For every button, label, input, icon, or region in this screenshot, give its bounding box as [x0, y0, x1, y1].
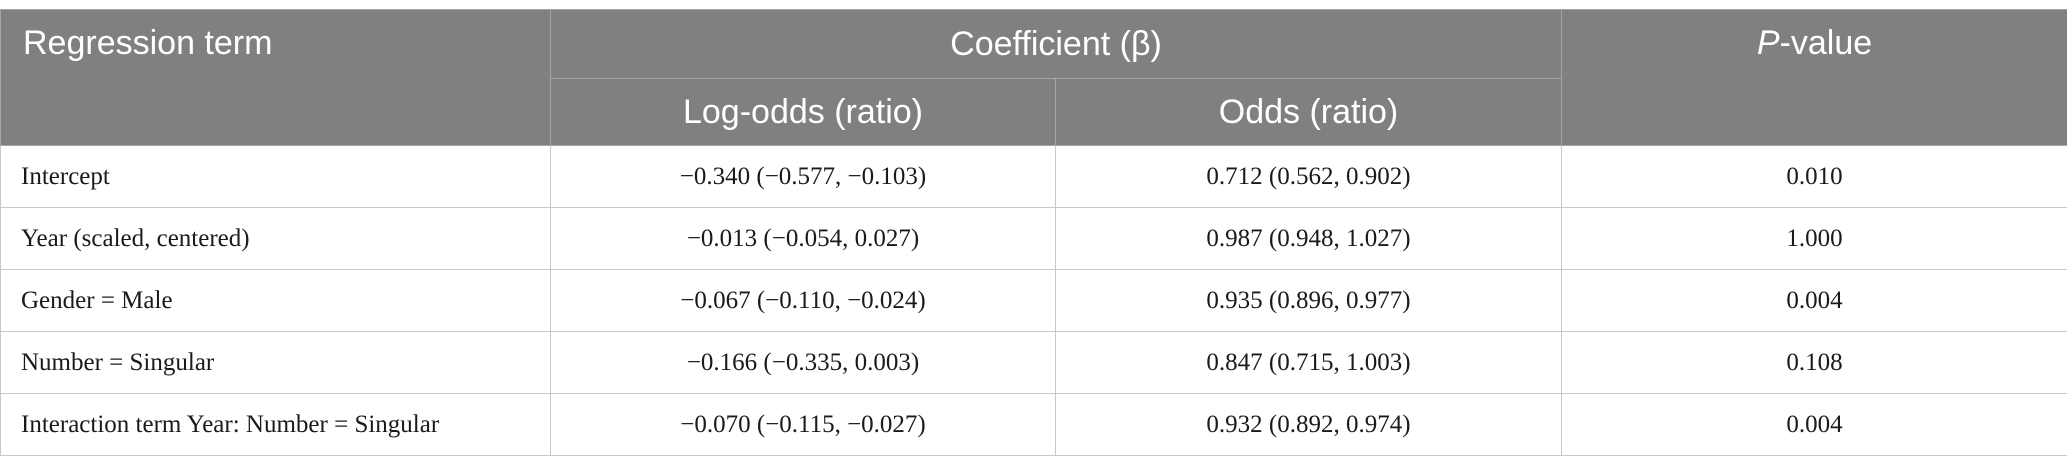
table-row: Intercept −0.340 (−0.577, −0.103) 0.712 …	[0, 145, 2067, 208]
cell-term: Intercept	[0, 145, 551, 208]
p-value-suffix: -value	[1779, 24, 1873, 62]
cell-odds: 0.712 (0.562, 0.902)	[1054, 145, 1563, 208]
cell-log-odds: −0.067 (−0.110, −0.024)	[550, 269, 1056, 332]
header-log-odds: Log-odds (ratio)	[550, 78, 1056, 146]
cell-p-value: 0.108	[1561, 331, 2067, 394]
cell-log-odds: −0.340 (−0.577, −0.103)	[550, 145, 1056, 208]
regression-table: Regression term Coefficient (β) P-value …	[0, 9, 2067, 456]
table-row: Interaction term Year: Number = Singular…	[0, 393, 2067, 456]
cell-odds: 0.932 (0.892, 0.974)	[1054, 393, 1563, 456]
header-odds: Odds (ratio)	[1054, 78, 1563, 146]
header-p-value: P-value	[1561, 9, 2067, 146]
header-coefficient: Coefficient (β)	[549, 9, 1563, 79]
cell-log-odds: −0.166 (−0.335, 0.003)	[550, 331, 1056, 394]
cell-p-value: 0.004	[1561, 393, 2067, 456]
cell-p-value: 1.000	[1561, 207, 2067, 270]
table-row: Year (scaled, centered) −0.013 (−0.054, …	[0, 207, 2067, 270]
cell-term: Interaction term Year: Number = Singular	[0, 393, 551, 456]
header-row: Regression term Coefficient (β) P-value	[0, 9, 2067, 146]
header-regression-term: Regression term	[0, 9, 551, 146]
cell-odds: 0.987 (0.948, 1.027)	[1054, 207, 1563, 270]
cell-odds: 0.847 (0.715, 1.003)	[1054, 331, 1563, 394]
table-row: Gender = Male −0.067 (−0.110, −0.024) 0.…	[0, 269, 2067, 332]
cell-p-value: 0.010	[1561, 145, 2067, 208]
cell-term: Gender = Male	[0, 269, 551, 332]
cell-log-odds: −0.013 (−0.054, 0.027)	[550, 207, 1056, 270]
cell-log-odds: −0.070 (−0.115, −0.027)	[550, 393, 1056, 456]
table-row: Number = Singular −0.166 (−0.335, 0.003)…	[0, 331, 2067, 394]
subheader-row: Log-odds (ratio) Odds (ratio)	[1, 78, 2067, 146]
cell-odds: 0.935 (0.896, 0.977)	[1054, 269, 1563, 332]
cell-term: Year (scaled, centered)	[0, 207, 551, 270]
p-italic: P	[1756, 24, 1780, 62]
cell-term: Number = Singular	[0, 331, 551, 394]
cell-p-value: 0.004	[1561, 269, 2067, 332]
